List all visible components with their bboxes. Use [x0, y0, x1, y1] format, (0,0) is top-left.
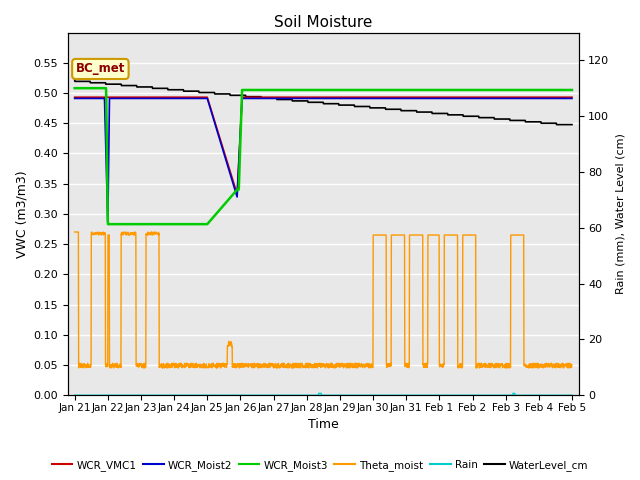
- X-axis label: Time: Time: [308, 419, 339, 432]
- Y-axis label: VWC (m3/m3): VWC (m3/m3): [15, 170, 28, 258]
- Legend: WCR_VMC1, WCR_Moist2, WCR_Moist3, Theta_moist, Rain, WaterLevel_cm: WCR_VMC1, WCR_Moist2, WCR_Moist3, Theta_…: [47, 456, 593, 475]
- Text: BC_met: BC_met: [76, 62, 125, 75]
- Y-axis label: Rain (mm), Water Level (cm): Rain (mm), Water Level (cm): [615, 133, 625, 294]
- Title: Soil Moisture: Soil Moisture: [274, 15, 372, 30]
